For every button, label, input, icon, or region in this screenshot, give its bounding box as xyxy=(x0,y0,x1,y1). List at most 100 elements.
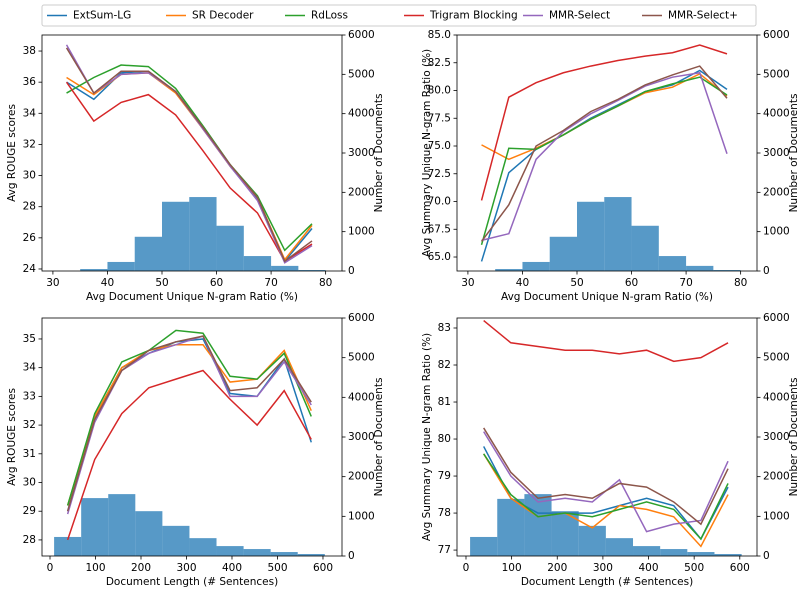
histogram-bar xyxy=(713,270,741,271)
x-tick-label: 70 xyxy=(264,277,277,289)
legend-box xyxy=(41,4,757,27)
histogram-bar xyxy=(162,525,190,556)
y2-tick-label: 4000 xyxy=(348,391,375,403)
y2-tick-label: 6000 xyxy=(763,312,790,324)
y-tick-label: 36 xyxy=(23,76,37,88)
histogram-bar xyxy=(524,494,552,556)
series-line xyxy=(481,72,728,161)
y-tick-label: 34 xyxy=(23,107,37,119)
x-tick-label: 300 xyxy=(593,562,613,574)
y-tick-label: 79 xyxy=(438,470,451,482)
histogram-bar xyxy=(522,261,550,271)
series-line xyxy=(66,343,312,506)
histogram-bar xyxy=(270,552,298,556)
x-tick-label: 300 xyxy=(176,562,196,574)
series-line xyxy=(66,64,313,252)
y2-tick-label: 2000 xyxy=(763,186,790,198)
histogram-bar xyxy=(497,498,525,556)
x-tick-label: 40 xyxy=(101,277,114,289)
x-tick-label: 500 xyxy=(267,562,287,574)
y-tick-label: 80 xyxy=(438,433,451,445)
y2-axis-label: Number of Documents xyxy=(788,94,800,213)
histogram-bar xyxy=(577,201,605,271)
histogram-bar xyxy=(297,554,325,556)
y-tick-label: 80.0 xyxy=(428,85,451,97)
y-axis-label: Avg ROUGE scores xyxy=(6,388,18,486)
y2-tick-label: 3000 xyxy=(763,147,790,159)
x-tick-label: 400 xyxy=(222,562,242,574)
y-tick-label: 67.5 xyxy=(428,223,451,235)
y-tick-label: 31 xyxy=(23,448,36,460)
series-line xyxy=(483,427,729,526)
legend-label: SR Decoder xyxy=(192,10,254,22)
histogram-bar xyxy=(470,536,498,556)
x-tick-label: 30 xyxy=(46,277,59,289)
y2-tick-label: 0 xyxy=(763,550,770,562)
series-line xyxy=(66,335,312,512)
series-line xyxy=(66,329,312,506)
histogram-bar xyxy=(189,538,217,556)
y-tick-label: 35 xyxy=(23,333,36,345)
histogram-bar xyxy=(686,265,714,271)
y-tick-label: 85.0 xyxy=(428,29,451,41)
histogram-bar xyxy=(714,554,742,556)
legend-label: MMR-Select xyxy=(549,10,610,22)
series-line xyxy=(65,47,313,263)
histogram-bar xyxy=(578,525,606,556)
histogram-bar xyxy=(81,498,109,556)
legend-label: ExtSum-LG xyxy=(73,10,131,22)
x-tick-label: 500 xyxy=(684,562,704,574)
x-tick-label: 100 xyxy=(85,562,105,574)
x-axis-label: Avg Document Unique N-gram Ratio (%) xyxy=(86,291,298,303)
series-line xyxy=(483,320,729,363)
y-tick-label: 30 xyxy=(23,477,36,489)
y-tick-label: 65.0 xyxy=(428,251,451,263)
y-tick-label: 29 xyxy=(23,505,36,517)
x-tick-label: 0 xyxy=(463,562,470,574)
series-line xyxy=(66,338,312,512)
histogram-bar xyxy=(216,546,244,556)
x-tick-label: 200 xyxy=(547,562,567,574)
y2-tick-label: 0 xyxy=(348,265,355,277)
histogram-bar xyxy=(107,261,135,271)
y2-tick-label: 6000 xyxy=(348,29,375,41)
histogram-bar xyxy=(298,270,326,271)
histogram-bar xyxy=(108,494,136,556)
histogram-bar xyxy=(216,225,244,271)
x-tick-label: 60 xyxy=(210,277,223,289)
y-tick-label: 81 xyxy=(438,396,451,408)
series-line xyxy=(480,69,728,262)
histogram-bar xyxy=(604,197,632,271)
y-axis-label: Avg ROUGE scores xyxy=(6,104,18,202)
x-axis-label: Document Length (# Sentences) xyxy=(521,576,693,588)
y2-tick-label: 1000 xyxy=(763,510,790,522)
x-tick-label: 50 xyxy=(155,277,168,289)
series-line xyxy=(483,453,729,541)
y2-tick-label: 5000 xyxy=(348,352,375,364)
x-tick-label: 40 xyxy=(516,277,529,289)
y2-tick-label: 5000 xyxy=(348,68,375,80)
y-axis-label: Avg Summary Unique N-gram Ratio (%) xyxy=(421,333,433,541)
y-tick-label: 82 xyxy=(438,359,451,371)
x-tick-label: 50 xyxy=(570,277,583,289)
y2-tick-label: 3000 xyxy=(348,431,375,443)
y2-tick-label: 2000 xyxy=(348,186,375,198)
series-line xyxy=(480,65,728,242)
legend-label: RdLoss xyxy=(311,10,348,22)
y-tick-label: 32 xyxy=(23,419,36,431)
y-tick-label: 75.0 xyxy=(428,140,451,152)
y2-axis-label: Number of Documents xyxy=(373,94,385,213)
y2-axis-label: Number of Documents xyxy=(373,378,385,497)
y-tick-label: 38 xyxy=(23,45,36,57)
histogram-bar xyxy=(687,552,715,556)
y2-tick-label: 1000 xyxy=(763,226,790,238)
y-tick-label: 34 xyxy=(23,362,37,374)
x-tick-label: 600 xyxy=(313,562,333,574)
y-tick-label: 82.5 xyxy=(428,57,451,69)
y-tick-label: 30 xyxy=(23,170,36,182)
y2-tick-label: 1000 xyxy=(348,510,375,522)
x-tick-label: 60 xyxy=(625,277,638,289)
x-axis-label: Document Length (# Sentences) xyxy=(106,576,278,588)
y-tick-label: 32 xyxy=(23,138,36,150)
